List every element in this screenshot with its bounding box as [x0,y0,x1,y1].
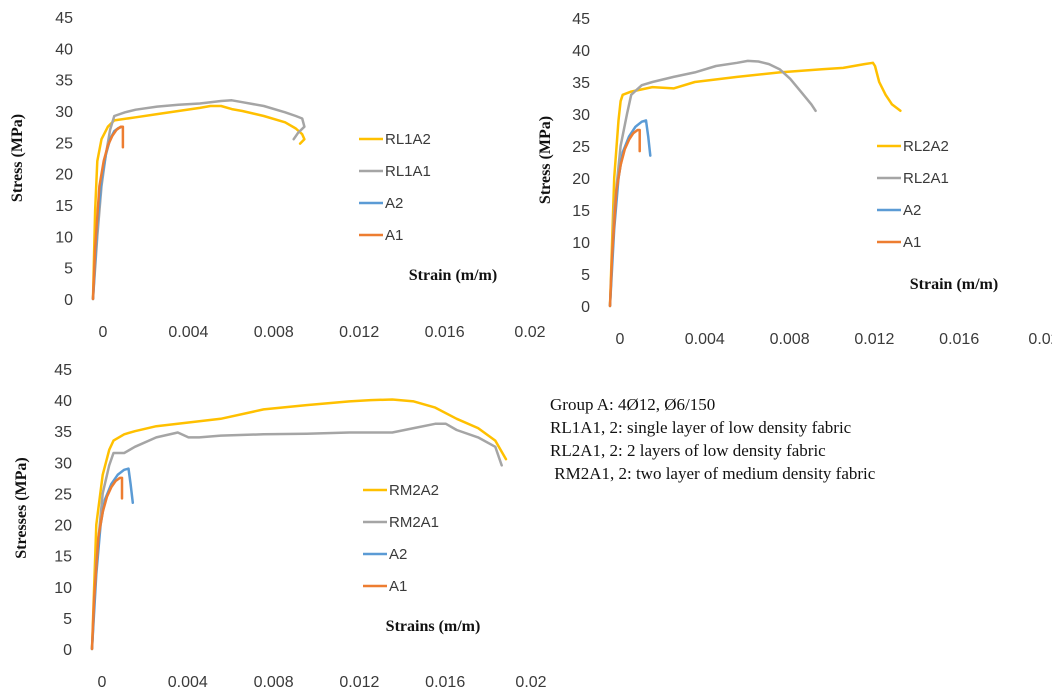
y-tick-label: 30 [572,107,590,124]
x-tick-label: 0.016 [425,674,465,691]
legend-label: A1 [903,234,921,251]
series-line-a1 [90,476,124,651]
note-line: Group A: 4Ø12, Ø6/150 [550,395,716,414]
series-line-rl1a2 [91,104,306,301]
group-notes: Group A: 4Ø12, Ø6/150 RL1A1, 2: single l… [550,393,875,485]
y-tick-label: 45 [572,11,590,28]
note-line: RM2A1, 2: two layer of medium density fa… [550,464,876,483]
series-line-rl2a2 [608,61,902,308]
y-tick-label: 0 [64,292,73,309]
series-line-rl1a1 [91,99,306,301]
y-axis-label: Stress (MPa) [537,116,554,204]
x-tick-label: 0.008 [254,674,294,691]
x-tick-label: 0.004 [168,324,208,341]
x-tick-label: 0.02 [515,674,546,691]
x-tick-label: 0.016 [425,324,465,341]
y-tick-label: 10 [54,580,72,597]
y-tick-label: 30 [55,104,73,121]
chart-1: 0 5 10 15 20 25 30 35 40 45 0 0.004 0.008 0.012 0.016 0… [9,10,546,341]
legend-label: RL1A1 [385,163,431,180]
y-tick-label: 20 [572,171,590,188]
x-tick-label: 0.012 [339,324,379,341]
legend-label: RM2A2 [389,482,439,499]
series-line-a1 [91,125,125,301]
x-axis-label: Strain (m/m) [910,276,998,293]
y-axis-label: Stresses (MPa) [13,457,30,558]
note-line: RL1A1, 2: single layer of low density fa… [550,418,852,437]
legend-label: RL2A2 [903,138,949,155]
x-tick-label: 0 [99,324,108,341]
x-tick-label: 0.012 [854,331,894,348]
x-tick-label: 0 [616,331,625,348]
y-tick-label: 40 [54,393,72,410]
chart-3: 0 5 10 15 20 25 30 35 40 45 0 0.004 0.008 0.012 0.016 0… [13,362,547,691]
y-tick-label: 40 [55,41,73,58]
y-tick-label: 10 [572,235,590,252]
y-tick-label: 25 [55,135,73,152]
series-line-a1 [608,128,641,308]
y-tick-label: 15 [54,549,72,566]
chart-2: 0 5 10 15 20 25 30 35 40 45 0 0.004 0.008 0.012 0.016 0… [537,11,1052,348]
y-tick-label: 15 [572,203,590,220]
series-line-rm2a1 [90,422,503,651]
y-tick-label: 45 [55,10,73,27]
y-tick-label: 0 [63,642,72,659]
y-tick-label: 5 [581,267,590,284]
legend-label: A1 [385,227,403,244]
y-axis-label: Stress (MPa) [9,114,26,202]
y-tick-label: 25 [572,139,590,156]
x-tick-label: 0.004 [685,331,725,348]
y-tick-label: 35 [54,424,72,441]
y-tick-label: 35 [55,73,73,90]
y-tick-label: 30 [54,455,72,472]
y-tick-label: 10 [55,229,73,246]
y-tick-label: 5 [64,261,73,278]
legend-label: RL1A2 [385,131,431,148]
y-tick-label: 20 [55,167,73,184]
legend-label: A2 [903,202,921,219]
x-tick-label: 0.02 [1028,331,1052,348]
y-tick-label: 20 [54,518,72,535]
legend-label: RL2A1 [903,170,949,187]
y-tick-label: 45 [54,362,72,379]
y-tick-label: 35 [572,75,590,92]
series-line-rl2a1 [608,59,817,308]
legend-label: A2 [385,195,403,212]
x-axis-label: Strains (m/m) [386,618,481,635]
x-tick-label: 0.016 [939,331,979,348]
y-tick-label: 40 [572,43,590,60]
x-tick-label: 0.012 [339,674,379,691]
x-axis-label: Strain (m/m) [409,267,497,284]
y-tick-label: 0 [581,299,590,316]
legend-label: A1 [389,578,407,595]
x-tick-label: 0.004 [168,674,208,691]
y-tick-label: 5 [63,611,72,628]
x-tick-label: 0.008 [770,331,810,348]
y-tick-label: 25 [54,486,72,503]
y-tick-label: 15 [55,198,73,215]
series-line-rm2a2 [90,398,508,651]
legend-label: A2 [389,546,407,563]
legend-label: RM2A1 [389,514,439,531]
x-tick-label: 0.02 [514,324,545,341]
x-tick-label: 0 [98,674,107,691]
note-line: RL2A1, 2: 2 layers of low density fabric [550,441,826,460]
x-tick-label: 0.008 [254,324,294,341]
